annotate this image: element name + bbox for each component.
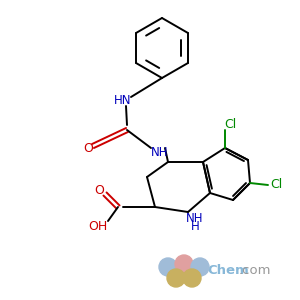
Circle shape xyxy=(159,258,177,276)
Text: Cl: Cl xyxy=(270,178,282,191)
Text: Cl: Cl xyxy=(224,118,236,131)
Circle shape xyxy=(175,255,193,273)
Text: H: H xyxy=(190,220,200,233)
Text: .com: .com xyxy=(239,263,271,277)
Text: O: O xyxy=(94,184,104,196)
Text: Chem: Chem xyxy=(207,263,249,277)
Text: O: O xyxy=(83,142,93,154)
Circle shape xyxy=(183,269,201,287)
Circle shape xyxy=(167,269,185,287)
Circle shape xyxy=(191,258,209,276)
Text: NH: NH xyxy=(151,146,169,158)
Text: HN: HN xyxy=(114,94,132,106)
Text: OH: OH xyxy=(88,220,108,232)
Text: NH: NH xyxy=(186,212,204,226)
